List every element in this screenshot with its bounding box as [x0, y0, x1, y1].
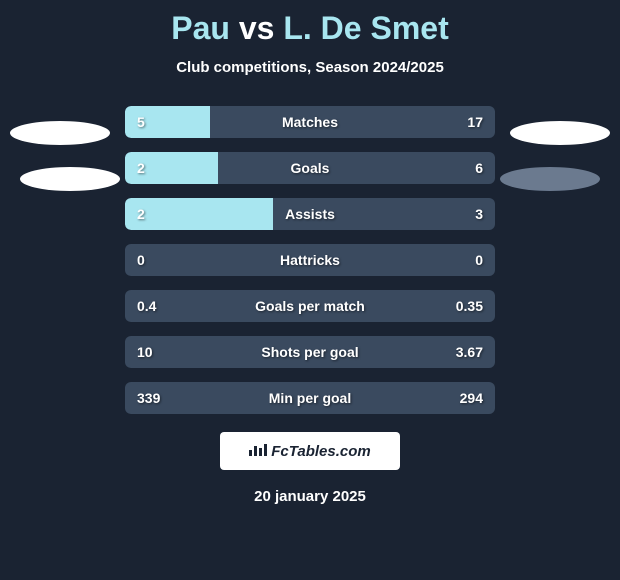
title-player2: L. De Smet: [283, 10, 448, 46]
date-text: 20 january 2025: [0, 488, 620, 505]
stat-row: 0 Hattricks 0: [125, 244, 495, 276]
title-vs: vs: [239, 10, 275, 46]
stats-bars: 5 Matches 17 2 Goals 6 2 Assists 3 0 Hat…: [125, 106, 495, 414]
stat-row: 339 Min per goal 294: [125, 382, 495, 414]
stat-label: Matches: [282, 114, 338, 130]
stat-value-right: 17: [467, 114, 483, 130]
stat-label: Goals: [291, 160, 330, 176]
title-player1: Pau: [171, 10, 230, 46]
stat-label: Goals per match: [255, 298, 365, 314]
stat-value-left: 2: [137, 206, 145, 222]
stat-value-right: 3.67: [456, 344, 483, 360]
player2-avatar-2: [500, 167, 600, 191]
player1-avatar-2: [20, 167, 120, 191]
brand-badge[interactable]: FcTables.com: [220, 432, 400, 470]
stat-value-left: 339: [137, 390, 160, 406]
stat-value-left: 0: [137, 252, 145, 268]
stat-row: 2 Assists 3: [125, 198, 495, 230]
stat-row: 2 Goals 6: [125, 152, 495, 184]
player2-avatar-1: [510, 121, 610, 145]
stat-row: 10 Shots per goal 3.67: [125, 336, 495, 368]
chart-icon: [249, 442, 267, 460]
comparison-area: 5 Matches 17 2 Goals 6 2 Assists 3 0 Hat…: [0, 106, 620, 414]
player1-avatar-1: [10, 121, 110, 145]
stat-value-right: 3: [475, 206, 483, 222]
brand-text: FcTables.com: [271, 443, 370, 460]
stat-value-left: 0.4: [137, 298, 156, 314]
page-title: Pau vs L. De Smet: [0, 0, 620, 47]
stat-value-left: 2: [137, 160, 145, 176]
stat-label: Assists: [285, 206, 335, 222]
stat-value-right: 6: [475, 160, 483, 176]
stat-row: 5 Matches 17: [125, 106, 495, 138]
stat-value-left: 10: [137, 344, 153, 360]
stat-value-right: 0.35: [456, 298, 483, 314]
subtitle: Club competitions, Season 2024/2025: [0, 59, 620, 76]
stat-value-right: 0: [475, 252, 483, 268]
stat-fill: [125, 198, 273, 230]
stat-value-right: 294: [460, 390, 483, 406]
stat-value-left: 5: [137, 114, 145, 130]
stat-label: Shots per goal: [261, 344, 358, 360]
stat-label: Min per goal: [269, 390, 351, 406]
stat-row: 0.4 Goals per match 0.35: [125, 290, 495, 322]
stat-label: Hattricks: [280, 252, 340, 268]
